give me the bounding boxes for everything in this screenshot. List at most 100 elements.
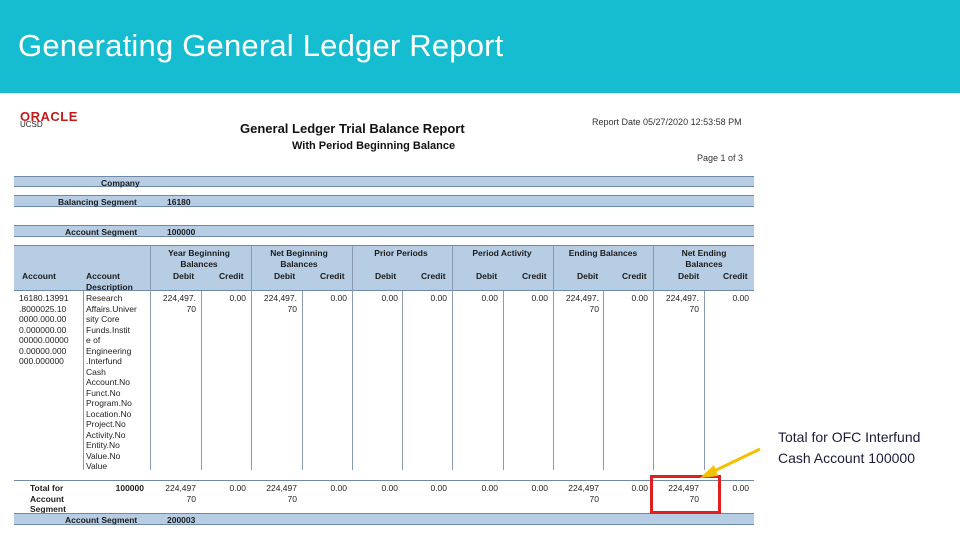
amount-line: 70 <box>186 303 196 314</box>
col-prior-periods: Prior Periods <box>374 248 428 258</box>
row-yb-credit: 0.00 <box>229 293 246 303</box>
body-divider <box>150 291 151 470</box>
balancing-segment-label: Balancing Segment <box>58 197 137 207</box>
body-divider <box>553 291 554 470</box>
account-line: 0000.000.00 <box>19 314 67 324</box>
amount-line: 70 <box>287 303 297 314</box>
col-credit: Credit <box>320 271 345 281</box>
amount-line: 224,497 <box>266 483 297 493</box>
org-label: UCSD <box>20 120 43 129</box>
total-label-line: Account <box>30 493 64 504</box>
report-date: Report Date 05/27/2020 12:53:58 PM <box>592 117 742 127</box>
description-line: .Interfund <box>86 356 122 366</box>
company-band: Company <box>14 176 754 188</box>
col-credit: Credit <box>219 271 244 281</box>
description-line: Activity.No <box>86 429 126 440</box>
body-divider <box>352 291 353 470</box>
description-line: Funct.No <box>86 387 121 398</box>
total-ne-credit: 0.00 <box>732 483 749 493</box>
col-debit: Debit <box>476 271 498 281</box>
total-eb-debit: 224,497 70 <box>555 483 599 504</box>
col-ending-balances: Ending Balances <box>568 248 638 258</box>
amount-line: 224,497. <box>162 293 196 303</box>
amount-line: 224,497 <box>568 483 599 493</box>
account-line: 00000.00000 <box>19 335 69 345</box>
body-divider <box>302 291 303 470</box>
balancing-segment-value: 16180 <box>167 197 191 207</box>
total-row-rule <box>14 480 754 481</box>
body-divider <box>603 291 604 470</box>
body-divider <box>452 291 453 470</box>
description-line: Location.No <box>86 408 132 419</box>
body-divider <box>83 291 84 470</box>
callout-arrow-icon <box>700 447 761 478</box>
header-divider <box>553 245 554 291</box>
description-line: Research <box>86 293 123 303</box>
row-account: 16180.13991 .8000025.10 0000.000.00 0.00… <box>19 293 81 367</box>
next-account-segment-band: Account Segment 200003 <box>14 513 754 525</box>
col-debit: Debit <box>274 271 296 281</box>
amount-line: 70 <box>287 493 297 504</box>
col-net-beginning-1: Net Beginning <box>270 248 328 258</box>
page-number: Page 1 of 3 <box>697 153 744 163</box>
slide-title: Generating General Ledger Report <box>18 28 504 63</box>
col-net-ending-1: Net Ending <box>681 248 727 258</box>
description-line: Value.No <box>86 450 121 461</box>
slide-title-bar: Generating General Ledger Report <box>0 0 960 93</box>
body-divider <box>704 291 705 470</box>
col-credit: Credit <box>421 271 446 281</box>
description-line: Engineering <box>86 345 132 356</box>
col-account: Account <box>22 271 56 281</box>
col-debit: Debit <box>375 271 397 281</box>
col-year-beginning-2: Balances <box>180 259 218 269</box>
description-line: Account.No <box>86 377 130 387</box>
row-pa-credit: 0.00 <box>531 293 548 303</box>
callout-line: Cash Account 100000 <box>778 450 915 466</box>
account-line: 16180.13991 <box>19 293 69 303</box>
total-pp-debit: 0.00 <box>381 483 398 493</box>
description-line: Affairs.Univer <box>86 303 137 314</box>
col-net-ending-2: Balances <box>685 259 723 269</box>
report-screenshot: ORACLE UCSD General Ledger Trial Balance… <box>0 93 960 540</box>
col-account-desc-2: Description <box>86 282 133 292</box>
row-ne-debit: 224,497. 70 <box>655 293 699 314</box>
row-nb-credit: 0.00 <box>330 293 347 303</box>
amount-line: 224,497 <box>165 483 196 493</box>
amount-line: 70 <box>589 303 599 314</box>
total-nb-debit: 224,497 70 <box>253 483 297 504</box>
body-divider <box>503 291 504 470</box>
report-subtitle: With Period Beginning Balance <box>292 140 456 152</box>
col-period-activity: Period Activity <box>472 248 532 258</box>
col-debit: Debit <box>173 271 195 281</box>
row-eb-debit: 224,497. 70 <box>555 293 599 314</box>
amount-line: 70 <box>689 303 699 314</box>
description-line: Entity.No <box>86 440 120 450</box>
header-divider <box>150 245 151 291</box>
row-eb-credit: 0.00 <box>631 293 648 303</box>
description-line: Funds.Instit <box>86 324 130 335</box>
row-pa-debit: 0.00 <box>481 293 498 303</box>
total-label-line: Total for <box>30 483 64 493</box>
total-eb-credit: 0.00 <box>631 483 648 493</box>
account-segment-band: Account Segment 100000 <box>14 225 754 237</box>
col-net-beginning-2: Balances <box>280 259 318 269</box>
amount-line: 70 <box>689 493 699 504</box>
row-ne-credit: 0.00 <box>732 293 749 303</box>
account-line: 0.000000.00 <box>19 324 67 335</box>
row-pp-debit: 0.00 <box>381 293 398 303</box>
account-line: .8000025.10 <box>19 303 67 314</box>
next-account-segment-label: Account Segment <box>65 515 138 525</box>
description-line: Cash <box>86 366 106 377</box>
amount-line: 224,497. <box>665 293 699 303</box>
description-line: Value <box>86 461 108 471</box>
company-label: Company <box>101 178 140 188</box>
amount-line: 224,497 <box>668 483 699 493</box>
highlight-box <box>650 475 721 514</box>
account-line: 0.00000.000 <box>19 345 67 356</box>
col-account-desc-1: Account <box>86 271 120 281</box>
body-divider <box>653 291 654 470</box>
column-header: Account Account Description Year Beginni… <box>14 245 754 292</box>
header-divider <box>653 245 654 291</box>
col-debit: Debit <box>678 271 700 281</box>
account-line: 000.000000 <box>19 356 64 366</box>
